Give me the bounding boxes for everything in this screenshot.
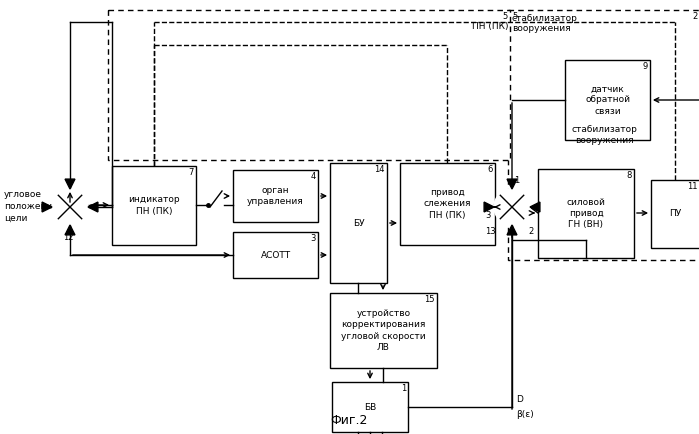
Circle shape [494,189,530,225]
Text: датчик
обратной
связи: датчик обратной связи [585,84,630,115]
Text: 1: 1 [514,176,519,185]
Bar [233,170,318,222]
Bar [108,10,510,160]
Bar [400,163,495,245]
Bar [651,180,699,248]
Polygon shape [530,202,540,212]
Text: 4: 4 [311,172,316,181]
Text: 3: 3 [486,211,491,220]
Text: 7: 7 [189,168,194,177]
Text: Фиг.2: Фиг.2 [331,414,368,427]
Polygon shape [507,179,517,189]
Text: 11: 11 [688,182,698,191]
Text: индикатор
ПН (ПК): индикатор ПН (ПК) [128,195,180,216]
Text: ПН (ПК): ПН (ПК) [472,22,508,31]
Text: стабилизатор
вооружения: стабилизатор вооружения [512,14,578,33]
Text: устройство
корректирования
угловой скорости
ЛВ: устройство корректирования угловой скоро… [341,309,426,352]
Text: цели: цели [4,214,27,223]
Text: 15: 15 [424,295,435,304]
Text: стабилизатор
вооружения: стабилизатор вооружения [571,125,637,145]
Text: 5: 5 [503,12,508,21]
Bar [233,232,318,278]
Polygon shape [507,225,517,235]
Text: 2: 2 [693,12,698,21]
Text: 13: 13 [485,227,496,236]
Text: угловое: угловое [4,190,42,199]
Text: орган
управления: орган управления [247,186,304,206]
Text: АСОТТ: АСОТТ [261,250,291,260]
Polygon shape [88,202,98,212]
Polygon shape [65,179,75,189]
Bar [508,10,699,260]
Polygon shape [65,225,75,235]
Text: 14: 14 [375,165,385,174]
Text: БУ: БУ [353,218,364,227]
Text: БВ: БВ [364,402,376,411]
Bar [112,166,196,245]
Text: положение: положение [4,202,58,211]
Text: 5: 5 [512,12,517,21]
Bar [330,293,437,368]
Circle shape [52,189,88,225]
Text: D: D [516,395,523,404]
Text: 6: 6 [488,165,493,174]
Polygon shape [42,202,52,212]
Text: 8: 8 [626,171,632,180]
Text: 2: 2 [528,227,533,236]
Bar [565,60,650,140]
Bar [332,382,408,432]
Text: привод
слежения
ПН (ПК): привод слежения ПН (ПК) [424,188,471,220]
Bar [538,169,634,258]
Text: β(ε): β(ε) [516,410,534,419]
Bar [330,163,387,283]
Text: 12: 12 [63,233,73,242]
Text: 3: 3 [310,234,316,243]
Text: 9: 9 [643,62,648,71]
Text: силовой
привод
ГН (ВН): силовой привод ГН (ВН) [567,198,605,229]
Polygon shape [484,202,494,212]
Text: ПУ: ПУ [670,210,682,218]
Text: 1: 1 [401,384,406,393]
